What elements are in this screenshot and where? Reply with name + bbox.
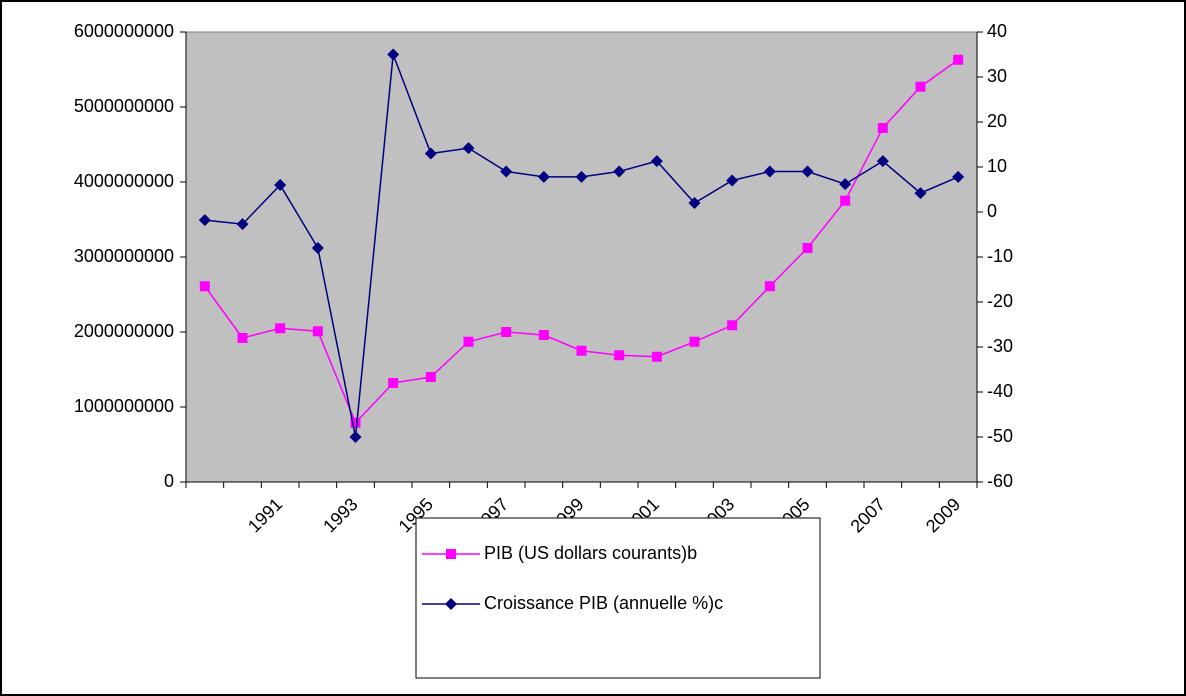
y-tick-label: 0 — [164, 471, 174, 491]
series-marker — [914, 187, 927, 200]
series-marker — [350, 417, 361, 428]
series-marker — [275, 323, 286, 334]
series-marker — [462, 142, 475, 155]
series-marker — [689, 336, 700, 347]
series-marker — [575, 170, 588, 183]
series-marker — [237, 333, 248, 343]
series-marker — [500, 165, 513, 178]
series-marker — [651, 351, 662, 362]
y2-tick-label: -20 — [987, 291, 1013, 311]
series-marker — [839, 178, 852, 191]
series-marker — [425, 372, 436, 382]
series-marker — [952, 170, 965, 183]
series-marker — [727, 320, 738, 331]
series-marker — [726, 174, 739, 187]
series-marker — [840, 195, 851, 206]
y-tick-label: 5000000000 — [74, 96, 174, 116]
series-marker — [538, 330, 549, 340]
legend-label: Croissance PIB (annuelle %)c — [484, 593, 723, 613]
y-tick-label: 6000000000 — [74, 21, 174, 41]
series-marker — [613, 165, 626, 178]
series-marker — [576, 345, 587, 356]
y-tick-label: 4000000000 — [74, 171, 174, 191]
series-marker — [199, 281, 210, 292]
y2-tick-label: -10 — [987, 246, 1013, 266]
series-marker — [349, 431, 362, 443]
series-marker — [877, 123, 888, 133]
plot-area — [185, 31, 978, 483]
series-marker — [198, 214, 211, 227]
y-tick-label: 1000000000 — [74, 396, 174, 416]
y2-tick-label: -50 — [987, 426, 1013, 446]
series-marker — [311, 242, 324, 254]
series-marker — [763, 165, 776, 178]
y-tick-label: 3000000000 — [74, 246, 174, 266]
series-marker — [688, 197, 701, 209]
y2-tick-label: 30 — [987, 66, 1007, 86]
series-marker — [537, 170, 550, 183]
series-marker — [388, 378, 399, 388]
series-marker — [764, 281, 775, 292]
legend-marker — [446, 549, 456, 559]
series-marker — [387, 48, 400, 61]
y2-tick-label: -30 — [987, 336, 1013, 356]
series-marker — [424, 147, 437, 160]
y2-tick-label: 10 — [987, 156, 1007, 176]
y2-tick-label: 40 — [987, 21, 1007, 41]
series-marker — [501, 327, 512, 337]
series-marker — [802, 243, 813, 253]
series-marker — [274, 179, 287, 191]
series-marker — [312, 326, 323, 337]
series-marker — [650, 155, 663, 168]
y2-tick-label: 20 — [987, 111, 1007, 131]
series-marker — [463, 336, 474, 347]
y2-tick-label: 0 — [987, 201, 997, 221]
y2-tick-label: -60 — [987, 471, 1013, 491]
series-marker — [801, 165, 814, 178]
legend-label: PIB (US dollars courants)b — [484, 543, 697, 563]
series-marker — [614, 350, 625, 361]
series-marker — [915, 81, 926, 92]
y2-tick-label: -40 — [987, 381, 1013, 401]
series-marker — [953, 54, 964, 65]
series-marker — [876, 155, 889, 168]
series-marker — [236, 218, 249, 231]
legend-marker — [445, 598, 457, 610]
legend-box — [415, 517, 821, 679]
y-tick-label: 2000000000 — [74, 321, 174, 341]
